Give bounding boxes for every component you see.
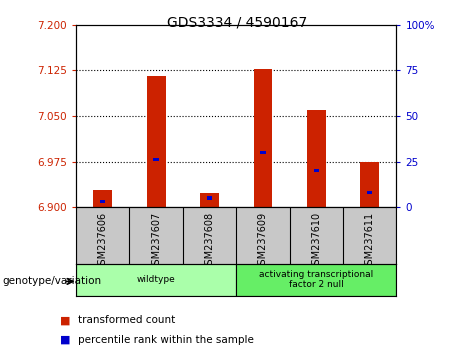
Bar [154, 158, 159, 161]
Text: GSM237607: GSM237607 [151, 212, 161, 271]
Bar [76, 264, 236, 296]
Bar [367, 191, 372, 194]
Bar [200, 193, 219, 207]
Bar [236, 264, 396, 296]
Bar [207, 196, 212, 200]
Bar [313, 169, 319, 172]
Text: percentile rank within the sample: percentile rank within the sample [78, 335, 254, 345]
Text: genotype/variation: genotype/variation [2, 276, 101, 286]
Bar [361, 161, 379, 207]
Text: GSM237608: GSM237608 [205, 212, 214, 271]
Bar [260, 151, 266, 154]
Bar [94, 190, 112, 207]
Text: activating transcriptional
factor 2 null: activating transcriptional factor 2 null [259, 270, 373, 289]
Text: GSM237606: GSM237606 [98, 212, 108, 271]
Text: GSM237609: GSM237609 [258, 212, 268, 271]
Text: GDS3334 / 4590167: GDS3334 / 4590167 [167, 16, 307, 30]
Text: ■: ■ [60, 315, 71, 325]
Text: GSM237610: GSM237610 [311, 212, 321, 271]
Bar [254, 69, 272, 207]
Text: ■: ■ [60, 335, 71, 345]
Bar [100, 200, 106, 203]
Text: GSM237611: GSM237611 [365, 212, 375, 271]
Bar [147, 76, 165, 207]
Bar [307, 110, 326, 207]
Text: wildtype: wildtype [137, 275, 176, 284]
Text: transformed count: transformed count [78, 315, 176, 325]
